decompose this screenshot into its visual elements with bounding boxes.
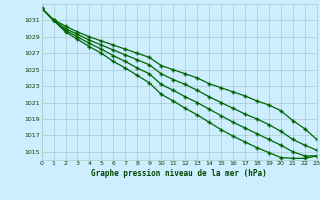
X-axis label: Graphe pression niveau de la mer (hPa): Graphe pression niveau de la mer (hPa) xyxy=(91,169,267,178)
